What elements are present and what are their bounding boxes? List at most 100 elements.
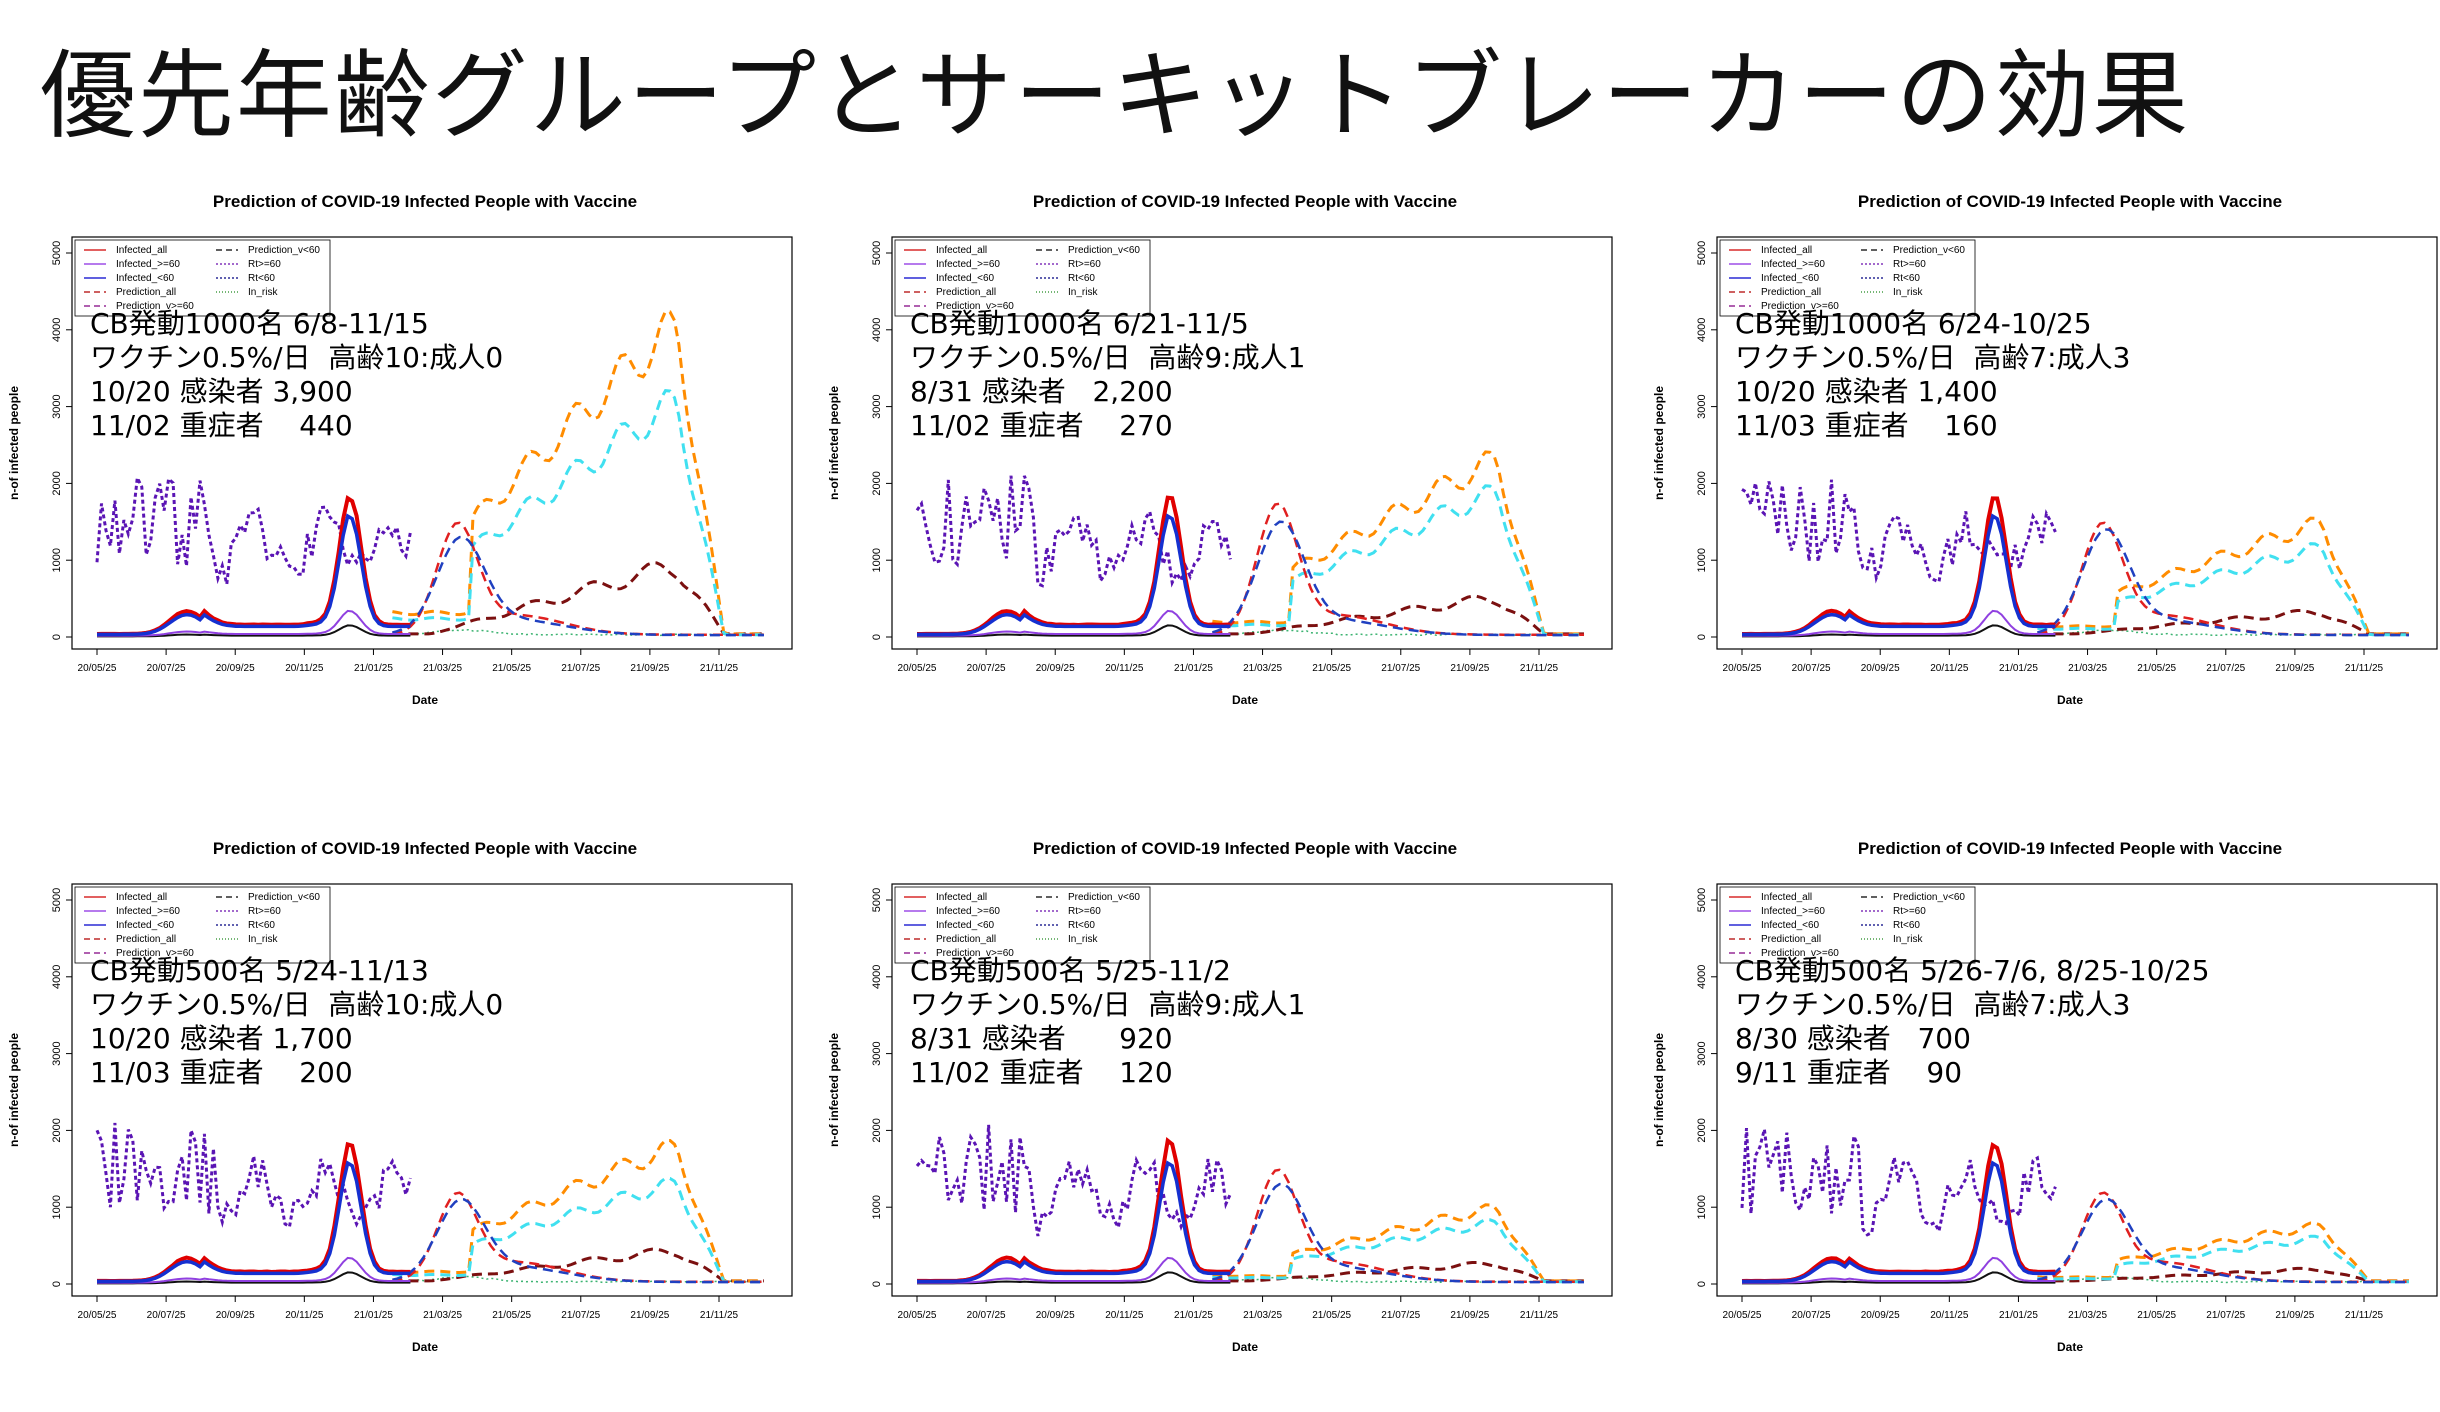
legend-entry: Infected_>=60 xyxy=(936,906,1000,917)
y-tick-label: 5000 xyxy=(1696,888,1708,912)
x-tick-label: 20/11/25 xyxy=(285,1310,324,1321)
x-tick-label: 20/05/25 xyxy=(898,663,937,674)
x-tick-label: 21/03/25 xyxy=(1243,663,1282,674)
y-axis-label: n-of infected people xyxy=(1652,386,1666,500)
series-prediction-blue xyxy=(392,535,764,637)
x-tick-label: 20/09/25 xyxy=(1861,663,1900,674)
x-axis-label: Date xyxy=(2057,1340,2083,1354)
x-tick-label: 21/07/25 xyxy=(1381,663,1420,674)
legend-entry: Prediction_all xyxy=(1761,934,1821,945)
series-prediction-orange xyxy=(392,309,764,636)
x-tick-label: 21/11/25 xyxy=(1520,1310,1559,1321)
x-tick-label: 20/11/25 xyxy=(1105,1310,1144,1321)
series-infected-lt60 xyxy=(1742,513,2056,637)
y-tick-label: 0 xyxy=(1696,634,1708,640)
y-tick-label: 3000 xyxy=(51,1041,63,1065)
x-tick-label: 20/05/25 xyxy=(78,1310,117,1321)
annotation-line-1: CB発動1000名 6/8-11/15 xyxy=(90,307,429,340)
x-tick-label: 21/01/25 xyxy=(354,1310,393,1321)
legend-entry: Prediction_all xyxy=(936,934,996,945)
chart-panel-2: Prediction of COVID-19 Infected People w… xyxy=(820,175,1630,765)
plot-box xyxy=(71,883,793,1297)
legend-entry: In_risk xyxy=(1893,934,1923,945)
legend-entry: Infected_<60 xyxy=(936,920,995,931)
series-prediction-orange xyxy=(1212,1203,1584,1283)
legend-entry: Rt<60 xyxy=(1068,273,1095,284)
annotation-line-4: 11/02 重症者 270 xyxy=(910,409,1173,442)
series-prediction-v60 xyxy=(2037,1266,2409,1283)
y-tick-label: 0 xyxy=(1696,1281,1708,1287)
y-tick-label: 0 xyxy=(871,1281,883,1287)
legend-entry: Rt<60 xyxy=(248,920,275,931)
annotation-line-4: 11/02 重症者 440 xyxy=(90,409,353,442)
chart-svg-3: Prediction of COVID-19 Infected People w… xyxy=(1652,192,2438,707)
annotation-line-2: ワクチン0.5%/日 高齢7:成人3 xyxy=(1735,988,2131,1021)
y-tick-label: 2000 xyxy=(51,471,63,495)
legend-entry: Prediction_v>=60 xyxy=(116,301,194,312)
series-infected-lt60 xyxy=(1742,1160,2056,1284)
legend-entry: In_risk xyxy=(248,934,278,945)
chart-svg-4: Prediction of COVID-19 Infected People w… xyxy=(7,839,793,1354)
legend-entry: Infected_>=60 xyxy=(116,259,180,270)
x-tick-label: 20/07/25 xyxy=(147,1310,186,1321)
y-tick-label: 1000 xyxy=(51,1195,63,1219)
annotation-line-4: 9/11 重症者 90 xyxy=(1735,1056,1963,1089)
legend-entry: Infected_<60 xyxy=(936,273,995,284)
x-tick-label: 21/07/25 xyxy=(1381,1310,1420,1321)
legend-entry: In_risk xyxy=(248,287,278,298)
x-tick-label: 20/07/25 xyxy=(1792,1310,1831,1321)
legend-entry: Infected_<60 xyxy=(1761,273,1820,284)
legend-entry: Rt>=60 xyxy=(248,259,281,270)
legend-entry: In_risk xyxy=(1893,287,1923,298)
x-tick-label: 21/05/25 xyxy=(2137,1310,2176,1321)
y-tick-label: 1000 xyxy=(871,1195,883,1219)
scenario-annotation: CB発動1000名 6/21-11/5 ワクチン0.5%/日 高齢9:成人1 8/3… xyxy=(910,307,1305,443)
y-tick-label: 5000 xyxy=(51,241,63,265)
series-prediction-blue xyxy=(2037,528,2409,637)
annotation-line-2: ワクチン0.5%/日 高齢9:成人1 xyxy=(910,988,1306,1021)
y-tick-label: 4000 xyxy=(1696,318,1708,342)
x-tick-label: 21/11/25 xyxy=(700,663,739,674)
x-tick-label: 21/05/25 xyxy=(492,663,531,674)
chart-panel-6: Prediction of COVID-19 Infected People w… xyxy=(1645,822,2440,1412)
series-prediction-v60 xyxy=(1212,594,1584,636)
y-tick-label: 3000 xyxy=(871,1041,883,1065)
x-tick-label: 20/05/25 xyxy=(1723,663,1762,674)
x-tick-label: 20/09/25 xyxy=(1036,663,1075,674)
legend-entry: Infected_all xyxy=(936,892,987,903)
x-tick-label: 20/05/25 xyxy=(1723,1310,1762,1321)
x-tick-label: 21/03/25 xyxy=(1243,1310,1282,1321)
y-tick-label: 5000 xyxy=(871,241,883,265)
x-tick-label: 21/09/25 xyxy=(1450,663,1489,674)
y-tick-label: 0 xyxy=(51,634,63,640)
legend-entry: Prediction_v>=60 xyxy=(936,301,1014,312)
chart-panel-5: Prediction of COVID-19 Infected People w… xyxy=(820,822,1630,1412)
legend-entry: Infected_all xyxy=(1761,892,1812,903)
annotation-line-3: 10/20 感染者 3,900 xyxy=(90,375,353,408)
series-prediction-blue xyxy=(392,1198,764,1284)
series-prediction-v60 xyxy=(1212,1261,1584,1283)
y-axis-label: n-of infected people xyxy=(827,1033,841,1147)
scenario-annotation: CB発動1000名 6/8-11/15 ワクチン0.5%/日 高齢10:成人0 10… xyxy=(90,307,503,443)
legend-entry: Rt>=60 xyxy=(1893,259,1926,270)
y-tick-label: 1000 xyxy=(1696,1195,1708,1219)
x-tick-label: 20/05/25 xyxy=(898,1310,937,1321)
y-tick-label: 1000 xyxy=(1696,548,1708,572)
x-tick-label: 20/09/25 xyxy=(216,663,255,674)
series-prediction-all xyxy=(392,1191,764,1283)
x-tick-label: 21/03/25 xyxy=(423,663,462,674)
series-infected-ge60 xyxy=(97,609,411,637)
x-tick-label: 21/11/25 xyxy=(2345,1310,2384,1321)
legend-entry: Prediction_v>=60 xyxy=(1761,948,1839,959)
series-rt xyxy=(915,475,1232,588)
chart-title: Prediction of COVID-19 Infected People w… xyxy=(1858,192,2282,211)
annotation-line-3: 8/31 感染者 2,200 xyxy=(910,375,1173,408)
x-tick-label: 21/05/25 xyxy=(1312,663,1351,674)
legend-entry: Prediction_v<60 xyxy=(1068,892,1140,903)
y-axis-label: n-of infected people xyxy=(827,386,841,500)
chart-title: Prediction of COVID-19 Infected People w… xyxy=(1858,839,2282,858)
series-prediction-v60 xyxy=(392,561,764,636)
legend-entry: Prediction_v<60 xyxy=(1068,245,1140,256)
legend-entry: Prediction_v<60 xyxy=(248,892,320,903)
chart-title: Prediction of COVID-19 Infected People w… xyxy=(213,192,637,211)
